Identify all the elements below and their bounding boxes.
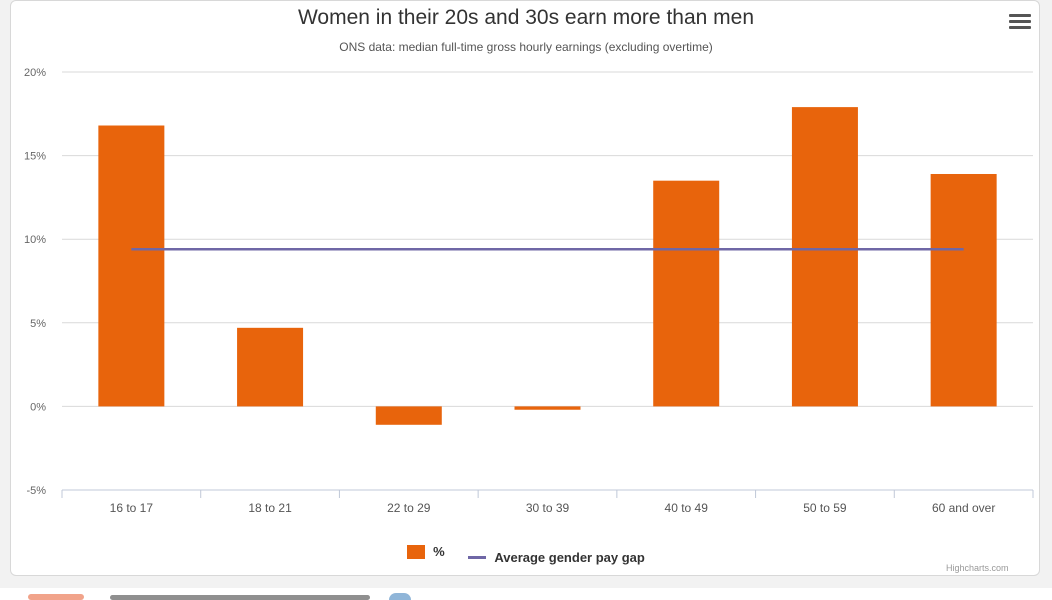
x-tick-label: 30 to 39 xyxy=(526,501,570,515)
legend-bar-swatch xyxy=(407,544,426,559)
y-tick-label: -5% xyxy=(26,485,46,497)
bar xyxy=(930,173,997,407)
chart-container xyxy=(10,0,1040,576)
bar xyxy=(98,125,165,407)
hamburger-menu-icon[interactable] xyxy=(1009,14,1031,34)
chart-title: Women in their 20s and 30s earn more tha… xyxy=(297,6,755,29)
y-tick-label: 5% xyxy=(30,318,46,330)
x-tick-label: 22 to 29 xyxy=(387,501,431,515)
legend: % Average gender pay gap xyxy=(0,544,1052,565)
legend-line-swatch xyxy=(468,555,487,559)
highcharts-credit-link[interactable]: Highcharts.com xyxy=(946,563,1009,573)
footer-logo xyxy=(28,594,84,600)
x-tick-label: 50 to 59 xyxy=(803,501,847,515)
bar xyxy=(237,327,304,407)
footer-heading-cropped xyxy=(110,595,370,600)
y-tick-label: 10% xyxy=(24,234,46,246)
bar xyxy=(653,180,720,407)
chart-subtitle: ONS data: median full-time gross hourly … xyxy=(339,40,713,54)
y-tick-label: 0% xyxy=(30,401,46,413)
bar xyxy=(375,406,442,425)
legend-item-percent[interactable]: % xyxy=(407,544,445,559)
footer-icon xyxy=(389,593,411,600)
x-tick-label: 60 and over xyxy=(932,501,995,515)
x-tick-label: 16 to 17 xyxy=(110,501,154,515)
bar xyxy=(791,107,858,407)
legend-label-percent: % xyxy=(433,544,445,559)
bar xyxy=(514,406,581,410)
y-tick-label: 20% xyxy=(24,67,46,79)
y-tick-label: 15% xyxy=(24,151,46,163)
x-tick-label: 18 to 21 xyxy=(248,501,292,515)
legend-label-average: Average gender pay gap xyxy=(494,549,645,565)
legend-item-average[interactable]: Average gender pay gap xyxy=(468,550,645,565)
x-tick-label: 40 to 49 xyxy=(665,501,709,515)
